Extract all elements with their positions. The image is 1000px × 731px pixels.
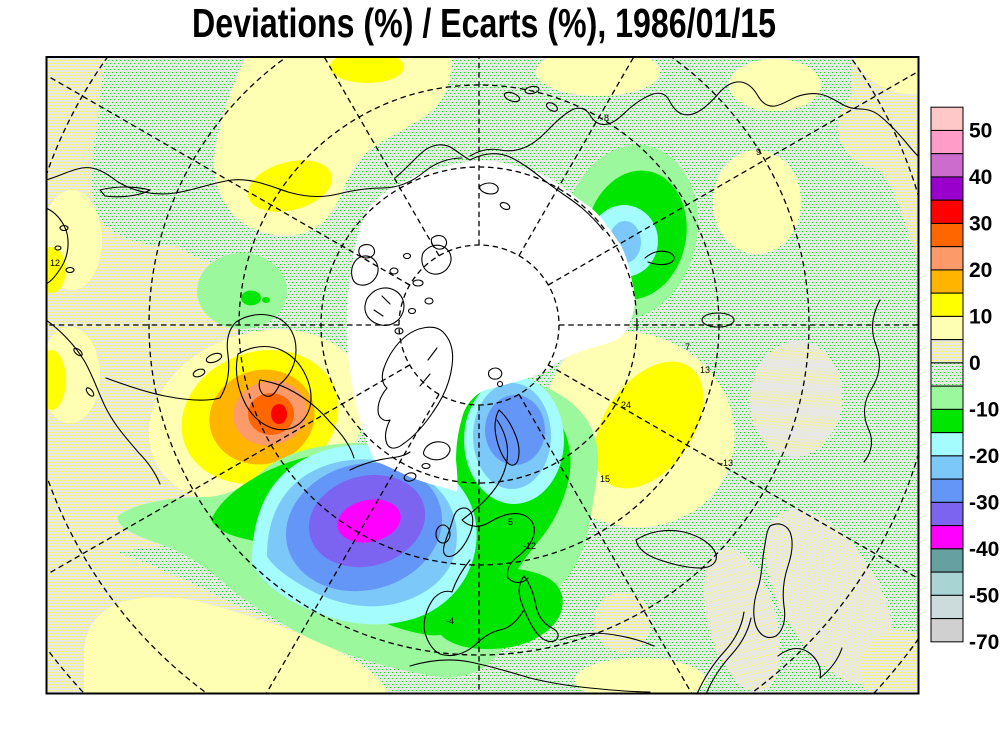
svg-text:-70: -70 <box>969 631 999 654</box>
svg-text:40: 40 <box>969 166 992 189</box>
svg-text:30: 30 <box>969 212 992 235</box>
svg-text:0: 0 <box>969 352 981 375</box>
svg-text:13: 13 <box>700 365 710 375</box>
svg-text:10: 10 <box>969 305 992 328</box>
svg-text:-30: -30 <box>969 491 999 514</box>
svg-text:7: 7 <box>685 342 690 352</box>
svg-text:-12: -12 <box>523 541 536 551</box>
svg-text:-4: -4 <box>446 616 454 626</box>
svg-text:-10: -10 <box>969 398 999 421</box>
svg-text:Deviations (%) / Ecarts (%), 1: Deviations (%) / Ecarts (%), 1986/01/15 <box>192 0 776 46</box>
svg-text:50: 50 <box>969 119 992 142</box>
svg-text:12: 12 <box>50 258 60 268</box>
svg-text:15: 15 <box>600 474 610 484</box>
svg-text:-40: -40 <box>969 538 999 561</box>
svg-text:9: 9 <box>756 147 761 157</box>
svg-text:-20: -20 <box>969 445 999 468</box>
svg-text:24: 24 <box>621 400 631 410</box>
svg-text:-50: -50 <box>969 584 999 607</box>
svg-text:8: 8 <box>604 113 609 123</box>
svg-text:20: 20 <box>969 259 992 282</box>
svg-text:-13: -13 <box>720 458 733 468</box>
svg-text:5: 5 <box>508 517 513 527</box>
